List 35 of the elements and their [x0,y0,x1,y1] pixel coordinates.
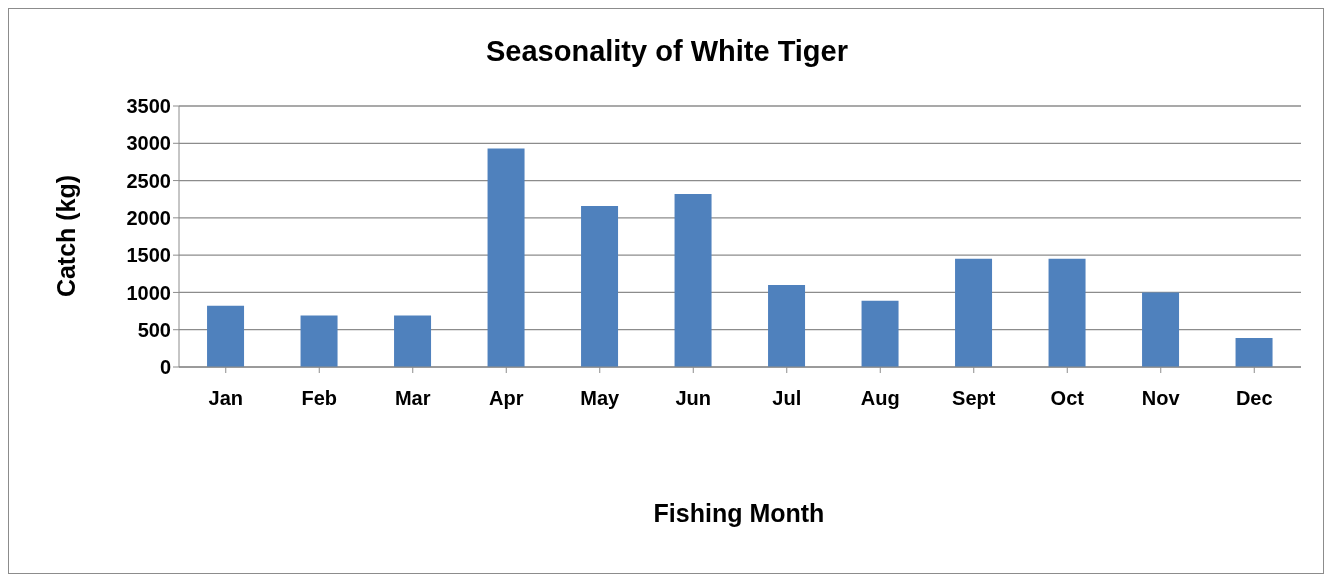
bar [1235,337,1273,367]
x-tick-label: Sept [952,387,996,410]
bar [487,148,525,367]
x-tick-label: Oct [1050,387,1085,410]
x-tick-label: Feb [301,387,338,410]
y-tick-label: 3000 [126,132,171,155]
x-tick-label: Nov [1141,387,1181,410]
bar [1048,258,1086,367]
y-tick-label: 1500 [126,244,171,267]
x-tick-label: May [580,387,621,410]
y-tick-label: 1000 [126,281,171,304]
bar [861,300,899,367]
x-tick-label: Jul [772,387,802,410]
y-tick-label: 2000 [126,206,171,229]
x-tick-label: Mar [394,387,431,410]
bar [207,305,245,367]
bar [581,205,619,367]
bar [300,315,338,367]
x-tick-label: Apr [489,387,524,410]
bar [955,258,993,367]
y-tick-label: 3500 [126,95,171,118]
y-tick-label: 500 [137,318,171,341]
x-tick-label: Dec [1235,387,1273,410]
y-tick-label: 2500 [126,169,171,192]
x-tick-label: Jan [208,387,243,410]
y-axis-title: Catch (kg) [51,174,81,298]
bar [768,284,806,367]
bar [1142,292,1180,367]
bar [674,193,712,367]
y-tick-label: 0 [159,356,171,379]
bar [394,315,432,367]
x-tick-label: Jun [675,387,712,410]
chart-title: Seasonality of White Tiger [484,35,849,68]
x-tick-label: Aug [860,387,900,410]
x-axis-title: Fishing Month [652,499,826,528]
